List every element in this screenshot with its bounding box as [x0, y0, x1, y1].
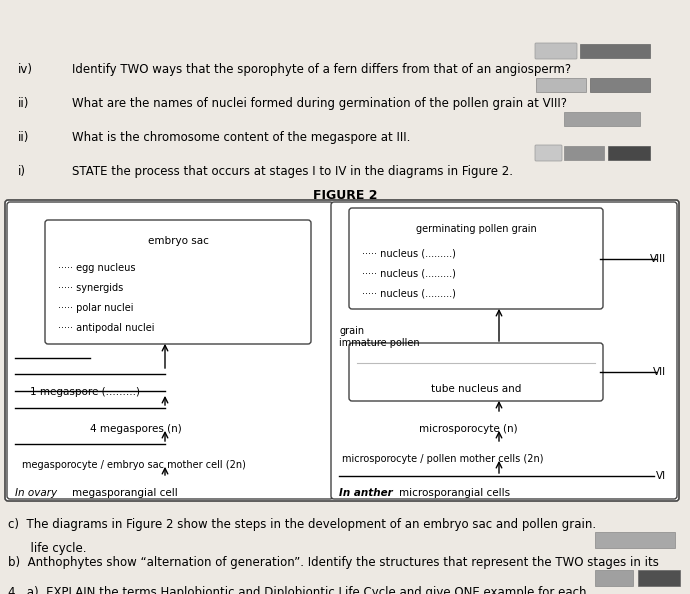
- Text: megasporangial cell: megasporangial cell: [72, 488, 178, 498]
- Text: life cycle.: life cycle.: [8, 542, 86, 555]
- FancyBboxPatch shape: [7, 202, 333, 499]
- Bar: [638, 570, 680, 586]
- FancyBboxPatch shape: [45, 220, 311, 344]
- Text: ii): ii): [18, 131, 30, 144]
- Text: microsporangial cells: microsporangial cells: [399, 488, 510, 498]
- FancyBboxPatch shape: [535, 145, 562, 161]
- Text: iv): iv): [18, 63, 33, 76]
- Text: ii): ii): [18, 97, 30, 110]
- Bar: [580, 44, 650, 58]
- Text: 1 megaspore (.........): 1 megaspore (.........): [30, 387, 140, 397]
- Text: In ovary: In ovary: [15, 488, 57, 498]
- Text: ····· nucleus (.........): ····· nucleus (.........): [362, 248, 456, 258]
- Bar: [595, 532, 675, 548]
- Text: grain: grain: [339, 326, 364, 336]
- Text: i): i): [18, 165, 26, 178]
- Text: tube nucleus and: tube nucleus and: [431, 384, 521, 394]
- Bar: [536, 78, 586, 92]
- Bar: [564, 146, 604, 160]
- Text: STATE the process that occurs at stages I to IV in the diagrams in Figure 2.: STATE the process that occurs at stages …: [72, 165, 513, 178]
- Text: b)  Anthophytes show “alternation of generation”. Identify the structures that r: b) Anthophytes show “alternation of gene…: [8, 556, 659, 569]
- Text: embryo sac: embryo sac: [148, 236, 208, 246]
- Text: What is the chromosome content of the megaspore at III.: What is the chromosome content of the me…: [72, 131, 411, 144]
- Bar: [595, 570, 633, 586]
- FancyBboxPatch shape: [535, 43, 577, 59]
- Bar: [590, 78, 650, 92]
- Text: microsporocyte / pollen mother cells (2n): microsporocyte / pollen mother cells (2n…: [342, 454, 544, 464]
- Text: ····· antipodal nuclei: ····· antipodal nuclei: [58, 323, 155, 333]
- Text: VII: VII: [653, 367, 666, 377]
- Bar: [608, 146, 650, 160]
- Text: VIII: VIII: [650, 254, 666, 264]
- Text: 4 megaspores (n): 4 megaspores (n): [90, 424, 181, 434]
- FancyBboxPatch shape: [349, 343, 603, 401]
- Text: ····· polar nuclei: ····· polar nuclei: [58, 303, 133, 313]
- FancyBboxPatch shape: [331, 202, 677, 499]
- Text: 4.  a)  EXPLAIN the terms Haplobiontic and Diplobiontic Life Cycle and give ONE : 4. a) EXPLAIN the terms Haplobiontic and…: [8, 586, 586, 594]
- Text: immature pollen: immature pollen: [339, 338, 420, 348]
- Text: ····· synergids: ····· synergids: [58, 283, 124, 293]
- Text: ····· nucleus (.........): ····· nucleus (.........): [362, 268, 456, 278]
- FancyBboxPatch shape: [5, 200, 679, 501]
- Text: Identify TWO ways that the sporophyte of a fern differs from that of an angiospe: Identify TWO ways that the sporophyte of…: [72, 63, 571, 76]
- Text: megasporocyte / embryo sac mother cell (2n): megasporocyte / embryo sac mother cell (…: [22, 460, 246, 470]
- Text: VI: VI: [656, 471, 666, 481]
- Text: FIGURE 2: FIGURE 2: [313, 189, 377, 202]
- Text: In anther: In anther: [339, 488, 393, 498]
- Text: What are the names of nuclei formed during germination of the pollen grain at VI: What are the names of nuclei formed duri…: [72, 97, 567, 110]
- Text: microsporocyte (n): microsporocyte (n): [419, 424, 518, 434]
- Text: c)  The diagrams in Figure 2 show the steps in the development of an embryo sac : c) The diagrams in Figure 2 show the ste…: [8, 518, 596, 531]
- Text: ····· nucleus (.........): ····· nucleus (.........): [362, 288, 456, 298]
- Text: germinating pollen grain: germinating pollen grain: [415, 224, 536, 234]
- FancyBboxPatch shape: [349, 208, 603, 309]
- Bar: [564, 112, 640, 126]
- Text: ····· egg nucleus: ····· egg nucleus: [58, 263, 135, 273]
